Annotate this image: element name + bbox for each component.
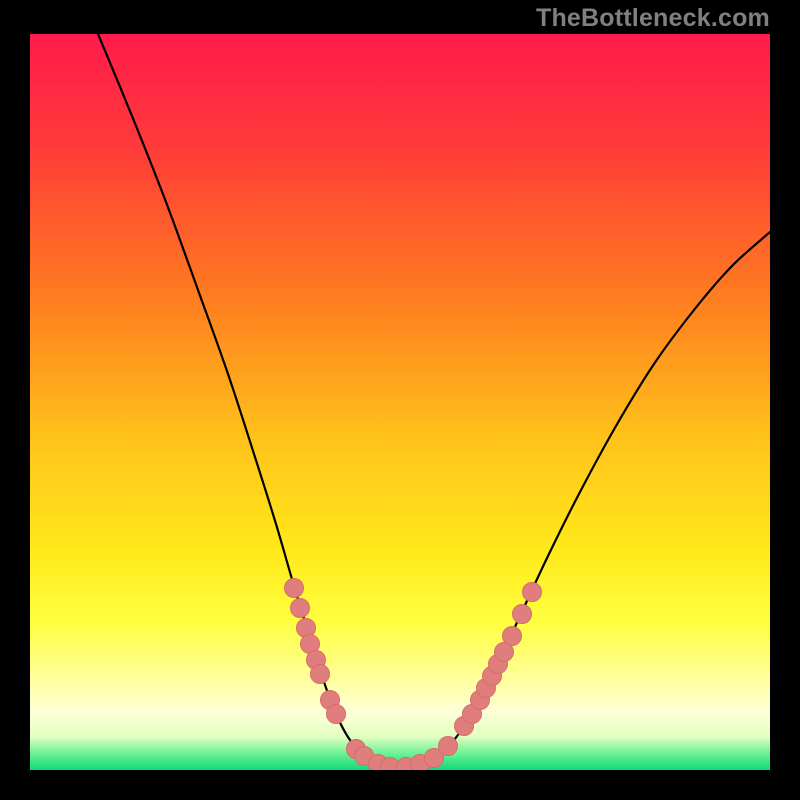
marker-dot bbox=[523, 583, 542, 602]
marker-dot bbox=[311, 665, 330, 684]
marker-dot bbox=[503, 627, 522, 646]
marker-dot bbox=[513, 605, 532, 624]
marker-dot bbox=[291, 599, 310, 618]
gradient-background bbox=[30, 34, 770, 770]
marker-dot bbox=[439, 737, 458, 756]
bottleneck-chart bbox=[30, 34, 770, 770]
watermark-text: TheBottleneck.com bbox=[536, 4, 770, 33]
marker-dot bbox=[327, 705, 346, 724]
marker-dot bbox=[285, 579, 304, 598]
